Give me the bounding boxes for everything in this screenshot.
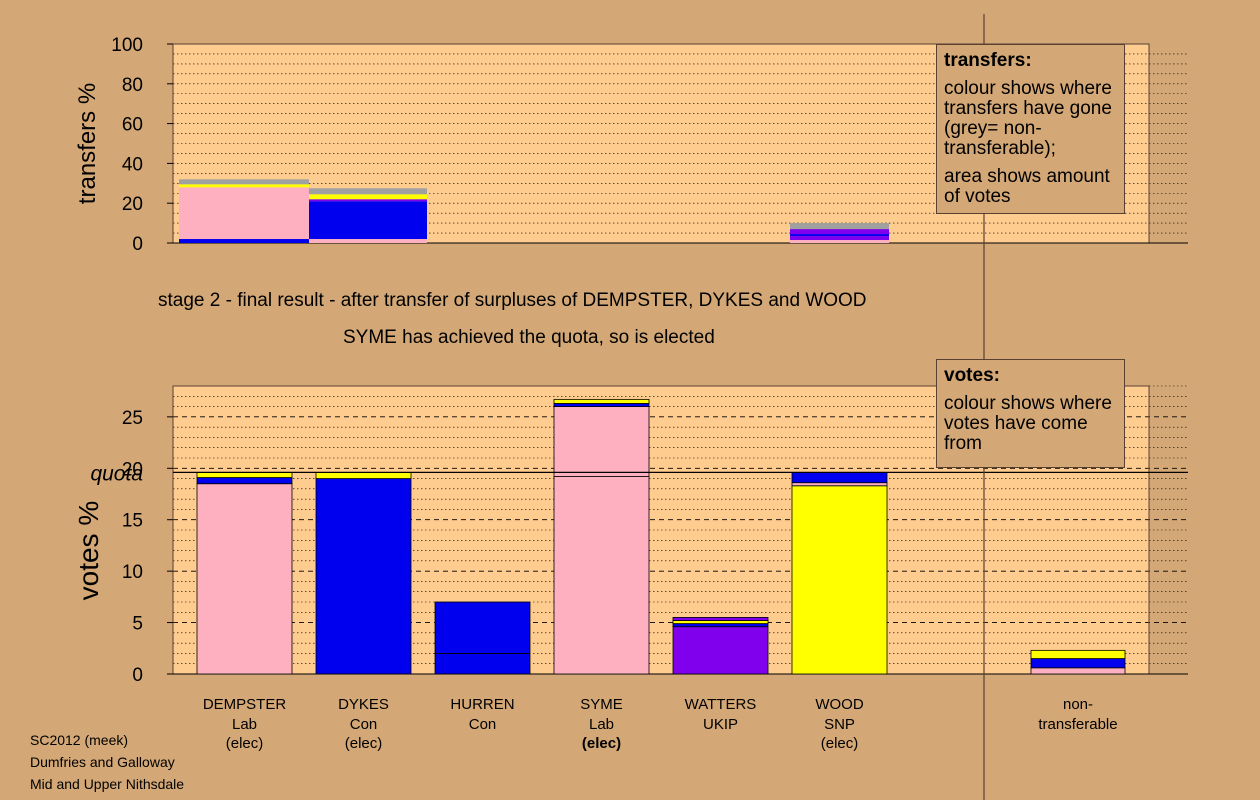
- vote-segment-hurren-con: [434, 601, 531, 654]
- transfers-ytick-label: 80: [122, 75, 143, 96]
- vote-segment-syme-lab: [553, 406, 650, 477]
- vote-segment-watters-ukip: [672, 626, 769, 675]
- votes-chart: 0 5 10 15 20 25 votes % DEMPSTER Lab (elec) DYKES C…: [73, 385, 1188, 752]
- vote-segment-watters-con: [672, 623, 769, 628]
- vote-segment-non-con: [1030, 658, 1126, 669]
- transfer-segment-wood-con: [790, 234, 889, 237]
- vote-segment-syme-snp: [553, 398, 650, 404]
- xtick-status-label: (elec): [821, 735, 859, 752]
- stage-caption: stage 2 - final result - after transfer …: [158, 290, 867, 311]
- xtick-name-label: non-: [1063, 696, 1093, 713]
- xtick-status-label: (elec): [345, 735, 383, 752]
- votes-ytick-label: 25: [122, 408, 143, 429]
- vote-segment-dykes-snp: [315, 471, 412, 479]
- vote-segment-non-lab: [1030, 667, 1126, 675]
- xtick-status-label: (elec): [582, 735, 621, 752]
- votes-legend: votes: colour shows where votes have com…: [936, 359, 1125, 468]
- vote-segment-dempster-snp: [196, 471, 293, 478]
- transfers-ytick-label: 60: [122, 115, 143, 136]
- xtick-party-label: transferable: [1038, 716, 1117, 733]
- vote-segment-watters-snp: [672, 620, 769, 624]
- xtick-name-label: WATTERS: [685, 696, 757, 713]
- transfers-legend-text: colour shows where transfers have gone (…: [944, 78, 1112, 159]
- footer-election: SC2012 (meek): [30, 732, 129, 748]
- transfers-ytick-label: 0: [132, 234, 143, 255]
- transfers-ytick-label: 20: [122, 194, 143, 215]
- elected-caption: SYME has achieved the quota, so is elect…: [343, 327, 715, 348]
- transfer-segment-wood-non-transferable: [790, 223, 889, 230]
- xtick-name-label: DEMPSTER: [203, 696, 287, 713]
- xtick-status-label: (elec): [226, 735, 264, 752]
- votes-ytick-label: 15: [122, 511, 143, 532]
- transfer-segment-dykes-snp: [309, 194, 427, 200]
- transfer-segment-dempster-con: [179, 239, 309, 243]
- votes-ylabel: votes %: [73, 501, 104, 601]
- xtick-party-label: Con: [469, 716, 497, 733]
- footer-council: Dumfries and Galloway: [30, 754, 175, 770]
- votes-ytick-label: 20: [122, 459, 143, 480]
- footer-ward: Mid and Upper Nithsdale: [30, 776, 185, 792]
- vote-segment-dempster-con: [196, 477, 293, 485]
- vote-segment-wood-lab: [791, 482, 888, 487]
- transfer-segment-dykes-con: [309, 201, 427, 240]
- transfer-segment-dempster-non-transferable: [179, 179, 309, 185]
- transfers-legend-title: transfers:: [944, 50, 1032, 71]
- votes-legend-title: votes:: [944, 365, 1000, 386]
- vote-segment-hurren-con: [434, 653, 531, 675]
- votes-ytick-label: 5: [132, 614, 143, 635]
- quota-label: quota: [90, 462, 143, 485]
- transfers-legend-area-text: area shows amount of votes: [944, 166, 1110, 207]
- transfer-segment-wood-ukip: [790, 229, 889, 235]
- vote-segment-syme-lab: [553, 476, 650, 675]
- transfer-segment-dykes-lab: [309, 239, 427, 243]
- transfer-segment-wood-ukip: [790, 236, 889, 241]
- xtick-party-label: SNP: [824, 716, 855, 733]
- vote-segment-dykes-con: [315, 478, 412, 675]
- vote-segment-syme-con: [553, 403, 650, 407]
- transfer-segment-dykes-ukip: [309, 199, 427, 202]
- xtick-party-label: Lab: [589, 716, 614, 733]
- xtick-party-label: Con: [350, 716, 378, 733]
- votes-legend-text: colour shows where votes have come from: [944, 393, 1112, 454]
- xtick-name-label: DYKES: [338, 696, 389, 713]
- transfers-ytick-label: 100: [111, 35, 143, 56]
- vote-segment-dempster-lab: [196, 483, 293, 675]
- vote-segment-non-snp: [1030, 649, 1126, 659]
- vote-segment-wood-con: [791, 471, 888, 484]
- transfer-segment-dempster-lab: [179, 187, 309, 240]
- xtick-name-label: SYME: [580, 696, 623, 713]
- transfer-segment-wood-lab: [790, 240, 889, 243]
- transfers-ylabel: transfers %: [74, 83, 101, 204]
- vote-segment-watters-ukip: [672, 617, 769, 621]
- xtick-party-label: UKIP: [703, 716, 738, 733]
- transfer-segment-dykes-non-transferable: [309, 188, 427, 195]
- votes-ytick-label: 0: [132, 665, 143, 686]
- votes-ytick-label: 10: [122, 562, 143, 583]
- xtick-name-label: HURREN: [450, 696, 514, 713]
- transfer-segment-dempster-snp: [179, 184, 309, 188]
- xtick-name-label: WOOD: [815, 696, 863, 713]
- transfers-legend: transfers: colour shows where transfers …: [936, 44, 1125, 214]
- vote-segment-wood-snp: [791, 485, 888, 675]
- transfers-ytick-label: 40: [122, 154, 143, 175]
- xtick-party-label: Lab: [232, 716, 257, 733]
